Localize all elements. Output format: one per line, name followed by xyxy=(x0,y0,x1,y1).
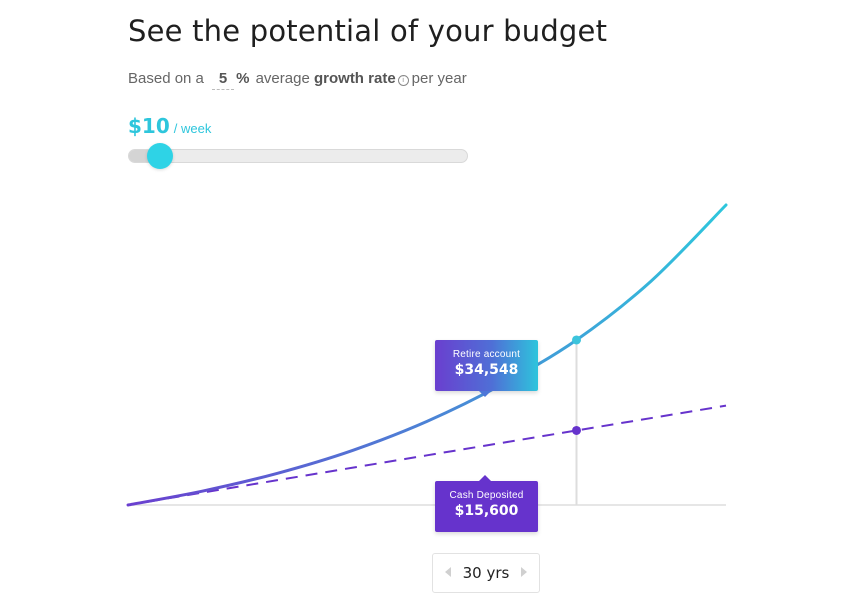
growth-rate-description: Based on a 5% average growth rate i per ye… xyxy=(128,70,467,90)
retire-account-point xyxy=(572,335,581,345)
growth-rate-label: growth rate xyxy=(313,70,396,87)
cash-deposited-label: Cash Deposited xyxy=(449,490,524,501)
weekly-amount: $10/ week xyxy=(128,114,211,138)
subtitle-middle: average xyxy=(255,70,310,87)
cash-deposited-value: $15,600 xyxy=(454,503,519,519)
budget-slider-thumb[interactable] xyxy=(146,143,173,169)
retire-account-tooltip: Retire account $34,548 xyxy=(435,340,538,397)
years-stepper: 30 yrs xyxy=(432,553,540,593)
growth-rate-unit: % xyxy=(236,70,250,87)
weekly-amount-value: $10 xyxy=(128,114,170,138)
info-icon[interactable]: i xyxy=(397,75,409,86)
cash-deposited-point xyxy=(572,425,581,435)
years-value: 30 yrs xyxy=(462,564,510,582)
retire-account-value: $34,548 xyxy=(454,362,519,378)
weekly-amount-unit: / week xyxy=(173,121,212,136)
cash-deposited-tooltip: Cash Deposited $15,600 xyxy=(435,475,538,532)
cash-deposited-line xyxy=(127,404,727,506)
budget-slider[interactable] xyxy=(128,143,468,169)
retire-account-line xyxy=(126,203,728,507)
retire-account-label: Retire account xyxy=(452,349,521,360)
subtitle-suffix: per year xyxy=(411,70,467,87)
chevron-right-icon[interactable] xyxy=(521,567,527,577)
page-title: See the potential of your budget xyxy=(128,14,608,48)
chevron-left-icon[interactable] xyxy=(445,567,451,577)
growth-rate-input[interactable]: 5 xyxy=(212,70,235,90)
subtitle-prefix: Based on a xyxy=(128,70,204,87)
